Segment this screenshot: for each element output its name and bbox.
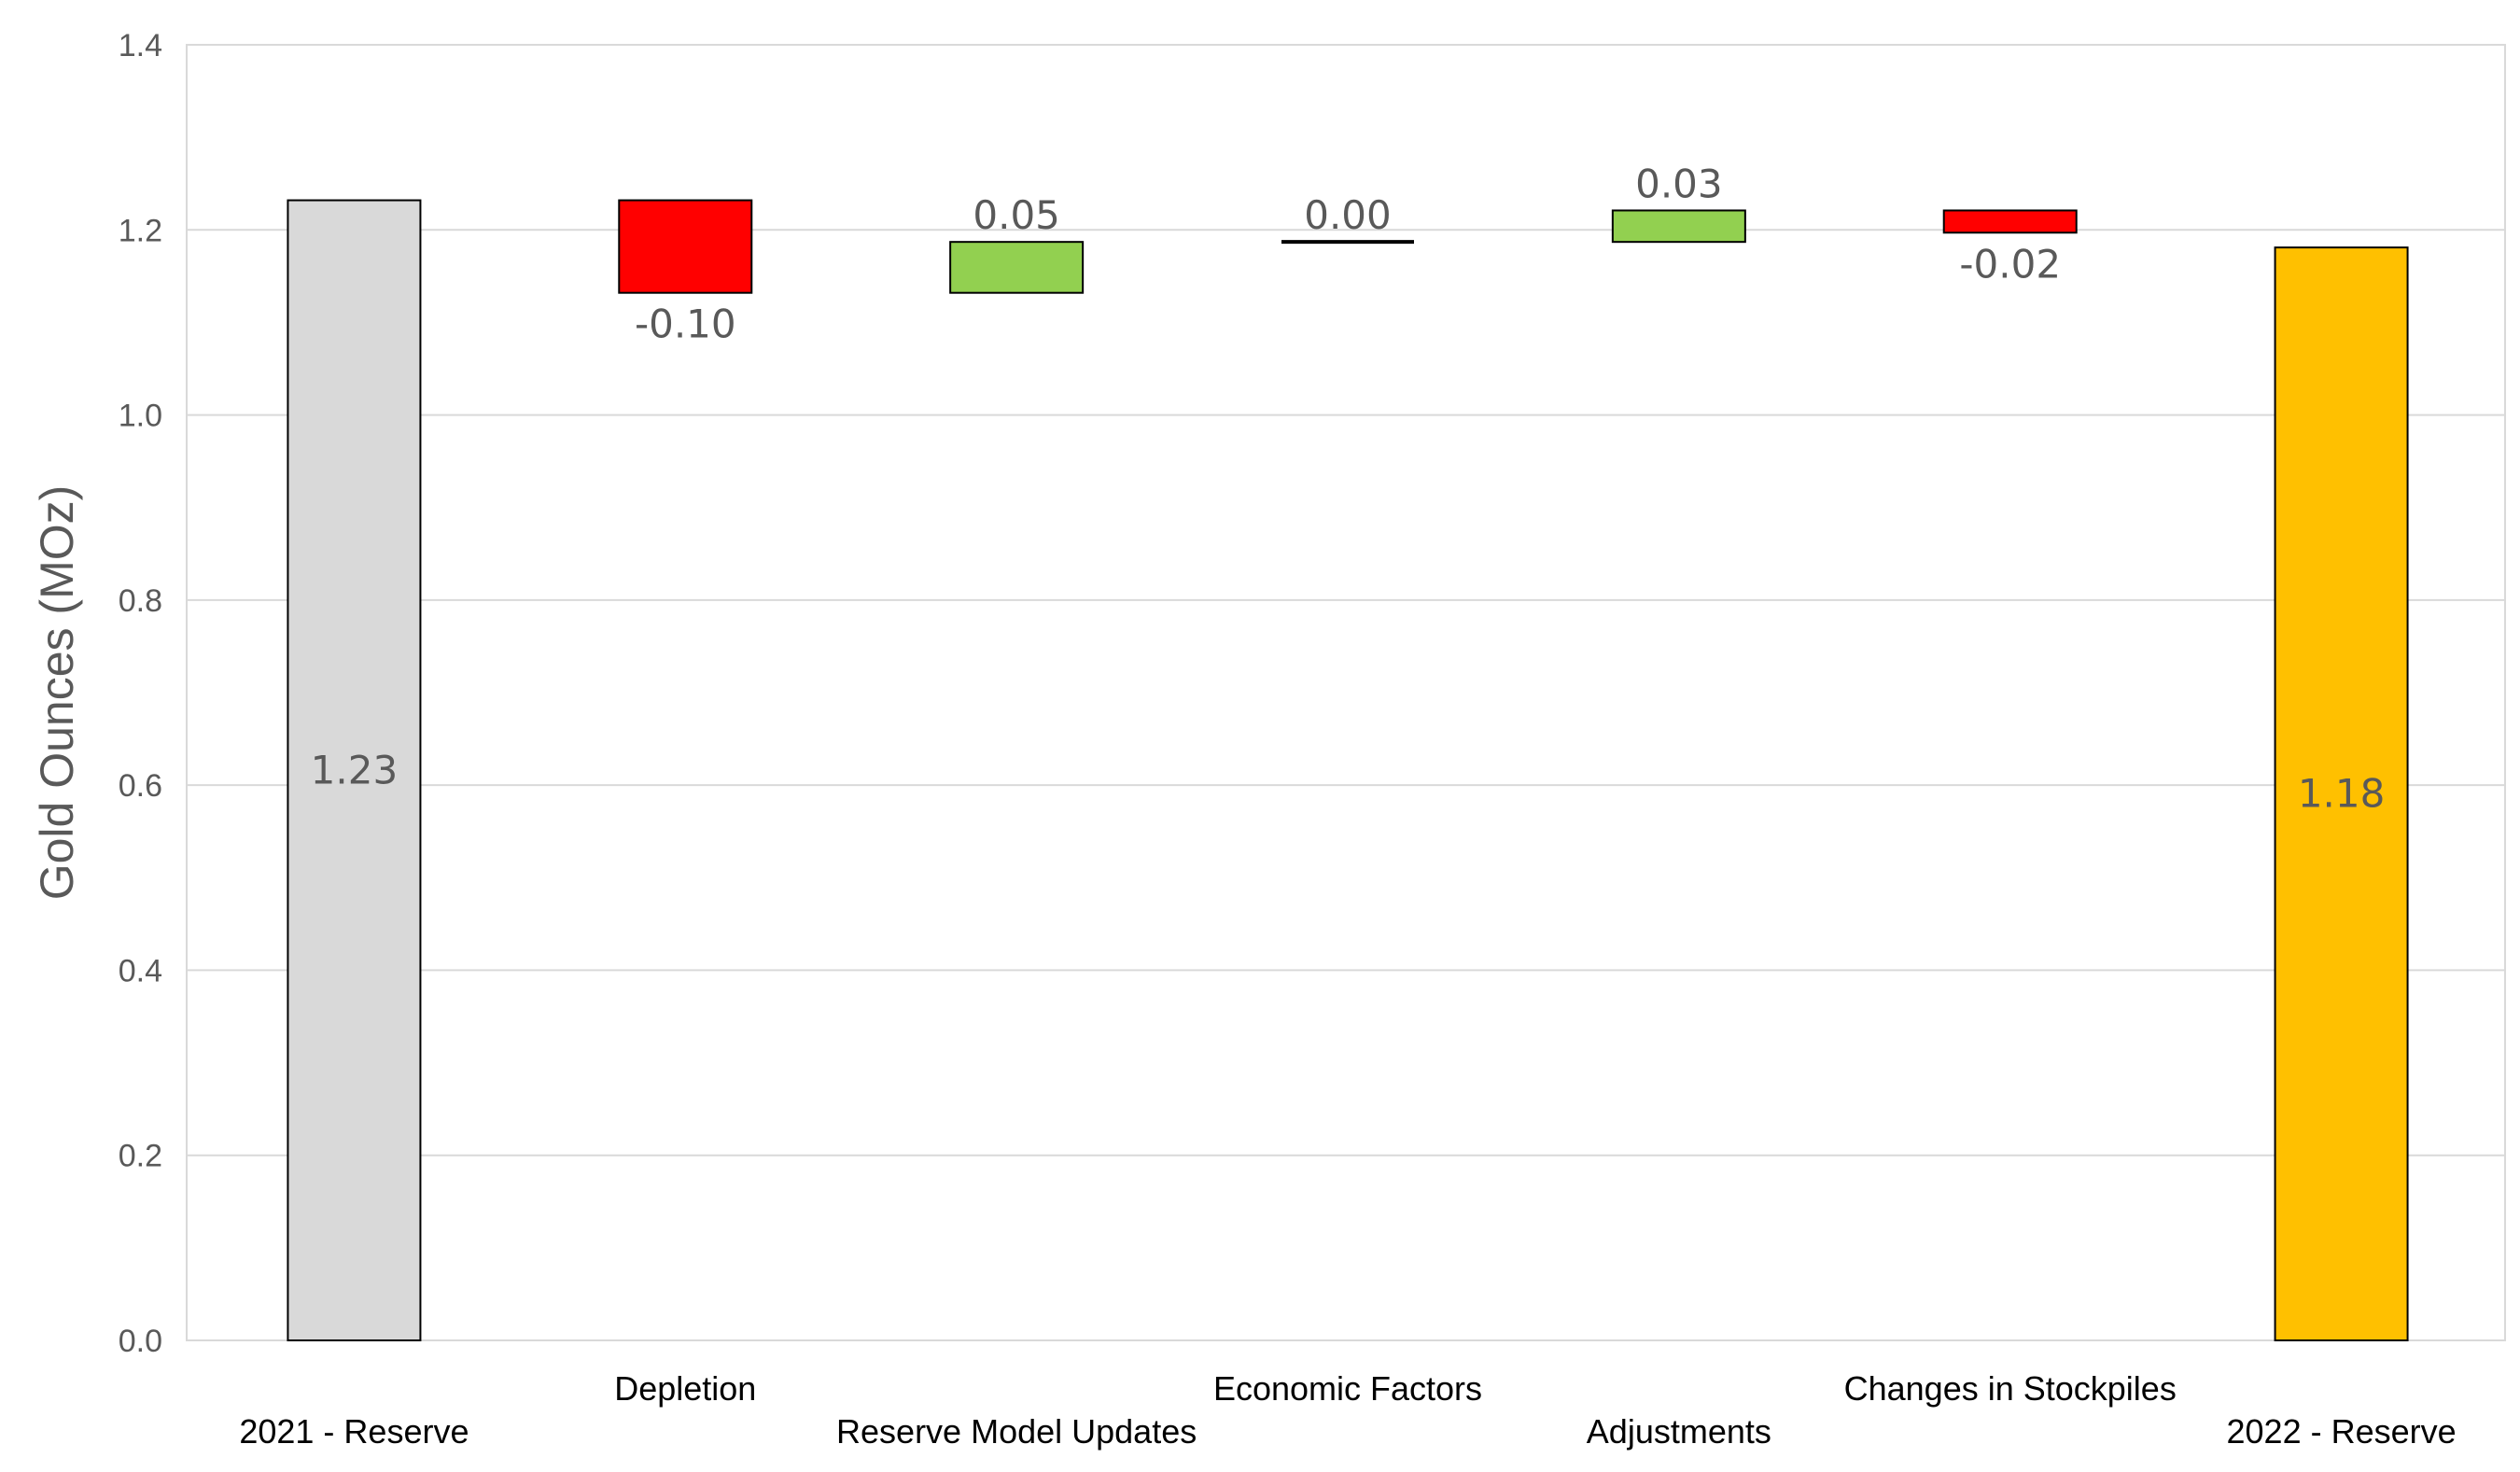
x-category-label: Depletion [614, 1369, 756, 1408]
bar-6 [2274, 246, 2409, 1342]
y-tick-label: 0.8 [119, 583, 162, 619]
data-label: -0.10 [635, 301, 736, 347]
gridlines [187, 229, 2505, 1157]
data-label: -0.02 [1959, 241, 2061, 287]
x-category-label: Adjustments [1587, 1412, 1771, 1451]
x-category-label: 2022 - Reserve [2227, 1412, 2457, 1451]
data-label: 0.03 [1635, 161, 1723, 206]
data-label: 1.18 [2298, 771, 2386, 817]
plot-area-border [186, 44, 2506, 1341]
bar-2 [949, 241, 1085, 294]
y-tick-label: 0.0 [119, 1324, 162, 1359]
bar-0 [287, 199, 422, 1341]
data-label: 0.05 [973, 192, 1060, 238]
y-tick-label: 1.4 [119, 28, 162, 63]
y-tick-label: 0.2 [119, 1139, 162, 1174]
bar-1 [618, 199, 753, 294]
y-tick-label: 1.0 [119, 399, 162, 434]
bar-5 [1942, 209, 2078, 234]
y-tick-label: 0.4 [119, 953, 162, 988]
x-category-label: 2021 - Reserve [239, 1412, 469, 1451]
bars [287, 199, 2409, 1342]
x-category-label: Reserve Model Updates [836, 1412, 1197, 1451]
data-labels: 1.23 -0.10 0.05 0.00 0.03 -0.02 1.18 [311, 161, 2386, 816]
x-category-label: Economic Factors [1213, 1369, 1482, 1408]
data-label: 0.00 [1304, 192, 1392, 238]
bar-4 [1611, 209, 1746, 244]
x-category-label: Changes in Stockpiles [1844, 1369, 2177, 1408]
y-axis-title: Gold Ounces (MOz) [31, 485, 83, 901]
data-label: 1.23 [311, 747, 399, 792]
y-axis-ticks: 0.0 0.2 0.4 0.6 0.8 1.0 1.2 1.4 [119, 28, 162, 1359]
x-axis-categories: 2021 - Reserve Depletion Reserve Model Upd… [239, 1369, 2456, 1451]
y-tick-label: 0.6 [119, 768, 162, 804]
y-tick-label: 1.2 [119, 213, 162, 248]
